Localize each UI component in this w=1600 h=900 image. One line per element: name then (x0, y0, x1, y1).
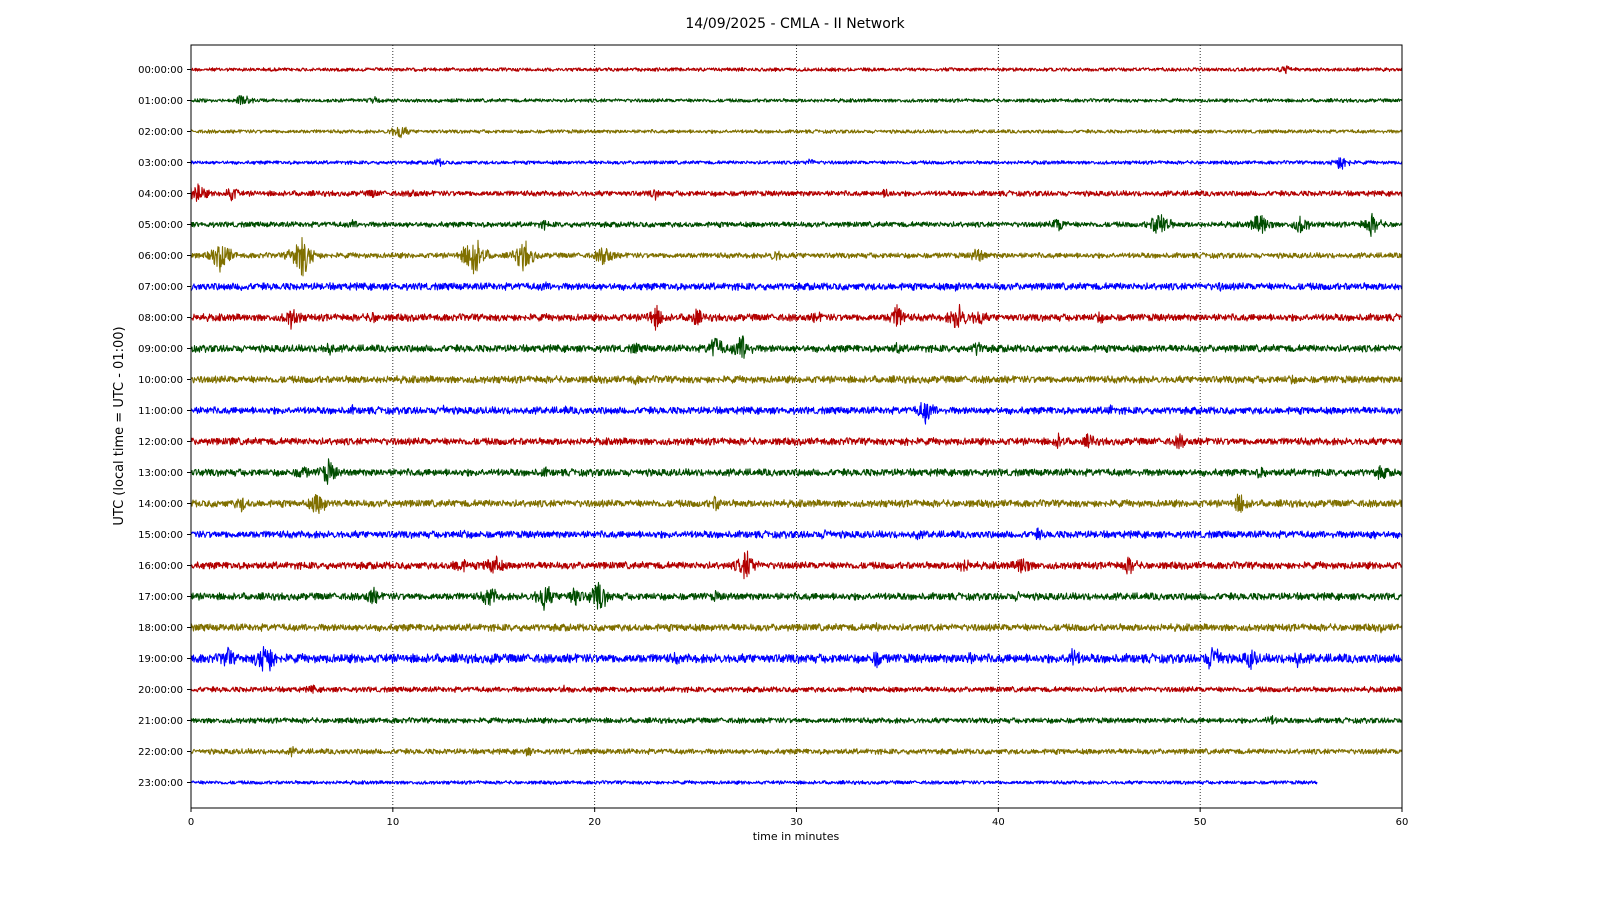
trace-line (190, 527, 1403, 541)
x-tick-label: 0 (188, 817, 194, 828)
chart-title: 14/09/2025 - CMLA - II Network (685, 16, 905, 32)
y-tick-label: 06:00:00 (138, 251, 183, 262)
y-tick-label: 00:00:00 (138, 65, 183, 76)
x-tick-label: 30 (790, 817, 803, 828)
x-tick-label: 10 (386, 817, 399, 828)
x-tick-labels: 0 10 20 30 40 50 60 (188, 808, 1409, 828)
y-tick-label: 07:00:00 (138, 282, 183, 293)
trace-line (190, 745, 1403, 758)
y-tick-label: 12:00:00 (138, 437, 183, 448)
y-tick-label: 14:00:00 (138, 499, 183, 510)
x-axis-label: time in minutes (753, 830, 840, 843)
y-tick-label: 17:00:00 (138, 592, 183, 603)
trace-line (190, 646, 1403, 672)
trace-line (190, 779, 1318, 786)
trace-line (190, 581, 1403, 611)
trace-line (190, 303, 1403, 331)
y-axis-label: UTC (local time = UTC - 01:00) (112, 326, 127, 525)
trace-line (190, 212, 1403, 237)
y-tick-label: 08:00:00 (138, 313, 183, 324)
y-tick-label: 23:00:00 (138, 778, 183, 789)
plot-frame (190, 44, 1403, 809)
trace-line (190, 126, 1403, 139)
y-tick-label: 04:00:00 (138, 189, 183, 200)
grid-lines (392, 45, 1201, 808)
trace-line (190, 714, 1403, 725)
trace-line (190, 622, 1403, 634)
y-tick-label: 03:00:00 (138, 158, 183, 169)
y-tick-label: 11:00:00 (138, 406, 183, 417)
y-tick-labels: 00:00:00 01:00:00 02:00:00 03:00:00 04:00:00… (138, 65, 191, 789)
trace-line (190, 157, 1403, 170)
y-tick-label: 05:00:00 (138, 220, 183, 231)
trace-line (190, 493, 1403, 515)
y-tick-label: 20:00:00 (138, 685, 183, 696)
trace-line (190, 374, 1403, 386)
y-tick-label: 15:00:00 (138, 530, 183, 541)
y-tick-label: 02:00:00 (138, 127, 183, 138)
trace-line (190, 236, 1403, 277)
y-tick-label: 16:00:00 (138, 561, 183, 572)
y-tick-label: 18:00:00 (138, 623, 183, 634)
y-tick-label: 21:00:00 (138, 716, 183, 727)
x-tick-label: 20 (588, 817, 601, 828)
y-tick-label: 19:00:00 (138, 654, 183, 665)
trace-lines (190, 65, 1403, 786)
y-tick-label: 10:00:00 (138, 375, 183, 386)
trace-line (190, 281, 1403, 292)
trace-line (190, 183, 1403, 202)
y-tick-label: 22:00:00 (138, 747, 183, 758)
y-tick-label: 09:00:00 (138, 344, 183, 355)
trace-line (190, 550, 1403, 580)
y-tick-label: 01:00:00 (138, 96, 183, 107)
x-tick-label: 40 (992, 817, 1005, 828)
trace-line (190, 458, 1403, 485)
trace-line (190, 65, 1403, 75)
trace-line (190, 95, 1403, 106)
trace-line (190, 401, 1403, 425)
trace-line (190, 432, 1403, 450)
x-tick-label: 50 (1194, 817, 1207, 828)
x-tick-label: 60 (1396, 817, 1409, 828)
trace-line (190, 684, 1403, 694)
trace-line (190, 335, 1403, 359)
y-tick-label: 13:00:00 (138, 468, 183, 479)
